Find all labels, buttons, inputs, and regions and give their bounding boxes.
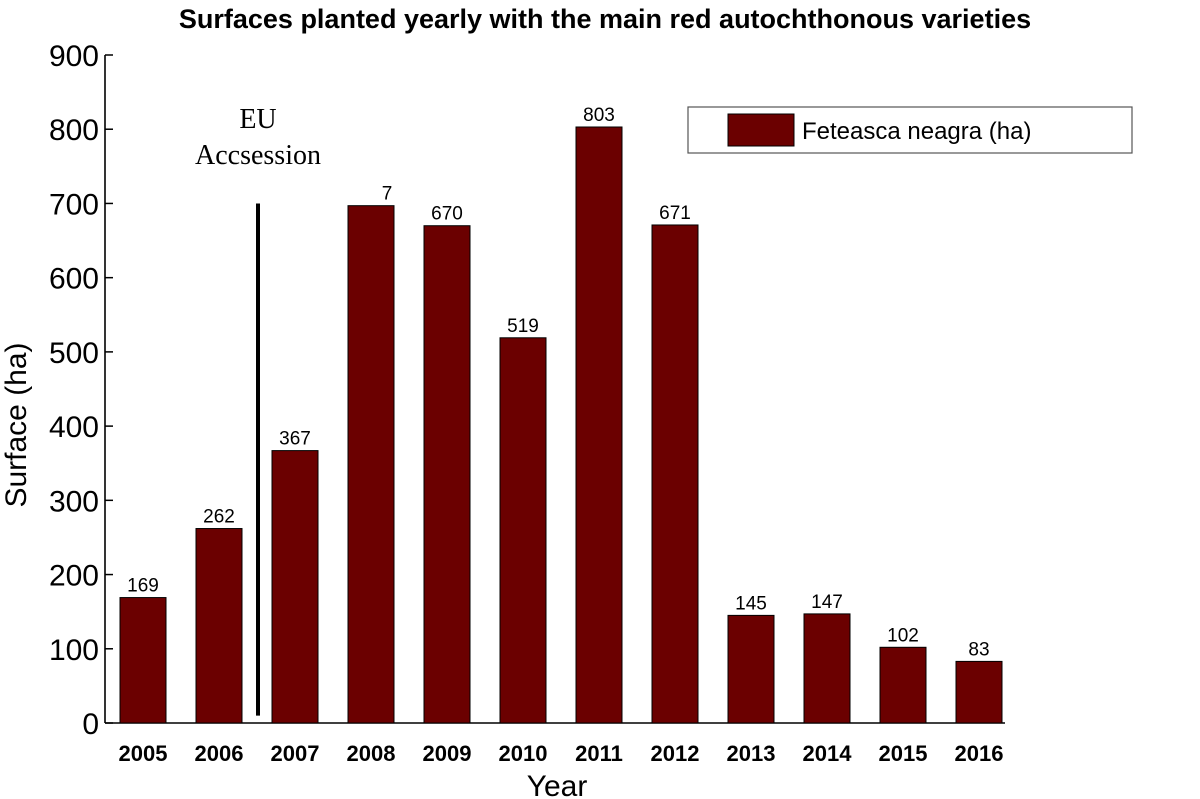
bar-2010: [499, 337, 547, 724]
y-tick-label: 200: [49, 560, 99, 593]
chart-title: Surfaces planted yearly with the main re…: [179, 4, 1031, 34]
data-label-2013: 145: [735, 593, 767, 614]
y-tick-label: 100: [49, 634, 99, 667]
annotation-text: Accsession: [195, 140, 321, 171]
bar-2008: [347, 205, 395, 724]
y-tick-label: 400: [49, 411, 99, 444]
data-label-2014: 147: [811, 592, 843, 613]
y-tick-label: 300: [49, 485, 99, 518]
y-tick-label: 600: [49, 263, 99, 296]
x-tick-label: 2006: [195, 741, 244, 766]
bar-2015: [879, 646, 927, 724]
x-tick-label: 2010: [499, 741, 548, 766]
bar-2013: [727, 614, 775, 724]
data-label-2005: 169: [127, 576, 159, 597]
x-tick-label: 2008: [347, 741, 396, 766]
data-label-2006: 262: [203, 507, 235, 528]
x-tick-label: 2013: [727, 741, 776, 766]
data-label-2012: 671: [659, 203, 691, 224]
x-tick-label: 2014: [803, 741, 853, 766]
data-label-2015: 102: [887, 625, 919, 646]
bar-2009: [423, 225, 471, 724]
bar-2011: [575, 126, 623, 724]
x-tick-label: 2011: [575, 741, 623, 766]
y-tick-label: 500: [49, 337, 99, 370]
x-tick-label: 2012: [651, 741, 700, 766]
data-label-2008: 7: [382, 184, 393, 205]
x-tick-label: 2007: [271, 741, 320, 766]
data-label-2009: 670: [431, 204, 463, 225]
bar-2007: [271, 450, 319, 724]
bar-2014: [803, 613, 851, 724]
x-axis: 2005 2006 2007 2008 2009 2010 2011 2012 2013 2014…: [105, 722, 1005, 766]
x-tick-label: 2015: [879, 741, 928, 766]
data-label-2011: 803: [583, 105, 615, 126]
legend-label: Feteasca neagra (ha): [802, 118, 1031, 145]
y-axis-label: Surface (ha): [0, 342, 33, 507]
bar-2016: [955, 660, 1003, 724]
legend: Feteasca neagra (ha): [687, 106, 1133, 154]
bar-series: [119, 126, 1003, 724]
x-tick-label: 2009: [423, 741, 472, 766]
bar-2005: [119, 597, 167, 724]
x-tick-label: 2016: [955, 741, 1004, 766]
bar-2012: [651, 224, 699, 724]
y-tick-label: 800: [49, 114, 99, 147]
y-tick-label: 700: [49, 188, 99, 221]
data-label-2016: 83: [968, 639, 989, 660]
y-tick-label: 0: [82, 708, 99, 741]
data-label-2010: 519: [507, 316, 539, 337]
legend-swatch: [727, 113, 795, 147]
y-axis: 0 100 200 300 400 500 600 700 800 900: [49, 40, 113, 741]
y-tick-label: 900: [49, 40, 99, 73]
bar-2006: [195, 528, 243, 724]
x-tick-label: 2005: [119, 741, 168, 766]
data-label-2007: 367: [279, 429, 311, 450]
data-labels: 169 262 367 7 670 519 803 671 145 147 102 83: [127, 105, 989, 660]
eu-accession-annotation: EU Accsession: [195, 104, 321, 716]
x-axis-label: Year: [527, 770, 588, 799]
annotation-text: EU: [239, 104, 276, 135]
